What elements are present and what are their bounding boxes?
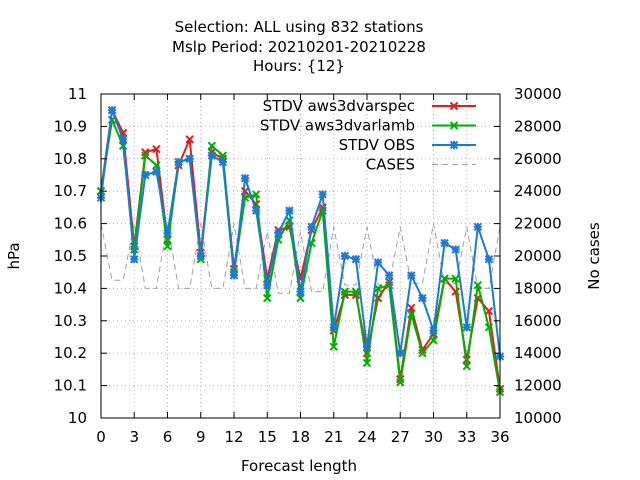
y2-axis-label: No cases (585, 222, 603, 290)
y2-tick-label: 24000 (514, 182, 562, 200)
data-point (252, 207, 260, 215)
legend-label: CASES (366, 156, 415, 174)
title-line-1: Selection: ALL using 832 stations (175, 18, 424, 36)
y-tick-label: 10.5 (54, 247, 87, 265)
y-tick-label: 10.7 (54, 182, 87, 200)
data-point (485, 255, 493, 263)
data-point (152, 168, 160, 176)
y-tick-label: 10 (68, 409, 87, 427)
data-point (186, 155, 194, 163)
x-tick-label: 30 (424, 428, 443, 446)
data-point (241, 174, 249, 182)
data-point (463, 323, 471, 331)
legend-label: STDV aws3dvarspec (263, 97, 415, 115)
y-tick-label: 10.8 (54, 150, 87, 168)
legend-label: STDV OBS (339, 136, 415, 154)
data-point (474, 223, 482, 231)
x-tick-label: 27 (391, 428, 410, 446)
x-tick-label: 9 (196, 428, 206, 446)
data-point (319, 190, 327, 198)
x-tick-label: 18 (291, 428, 310, 446)
x-tick-label: 12 (224, 428, 243, 446)
data-point (385, 271, 393, 279)
data-point (374, 258, 382, 266)
data-point (418, 294, 426, 302)
data-point (297, 288, 305, 296)
data-point (430, 327, 438, 335)
data-point (274, 229, 282, 237)
legend-marker (450, 141, 458, 149)
y2-tick-label: 22000 (514, 215, 562, 233)
data-point (330, 323, 338, 331)
data-point (197, 252, 205, 260)
y2-tick-label: 10000 (514, 409, 562, 427)
data-point (208, 152, 216, 160)
y-tick-label: 10.3 (54, 312, 87, 330)
data-point (352, 255, 360, 263)
data-point (130, 255, 138, 263)
data-point (219, 158, 227, 166)
y-tick-label: 10.1 (54, 377, 87, 395)
y2-tick-label: 28000 (514, 117, 562, 135)
data-point (407, 271, 415, 279)
data-point (285, 207, 293, 215)
data-point (108, 106, 116, 114)
y2-tick-label: 26000 (514, 150, 562, 168)
x-tick-label: 6 (163, 428, 173, 446)
y2-tick-label: 20000 (514, 247, 562, 265)
x-tick-label: 21 (324, 428, 343, 446)
data-point (175, 158, 183, 166)
y2-tick-label: 12000 (514, 377, 562, 395)
x-axis-label: Forecast length (241, 457, 357, 475)
data-point (308, 223, 316, 231)
data-point (452, 246, 460, 254)
y2-tick-label: 18000 (514, 279, 562, 297)
data-point (164, 229, 172, 237)
x-tick-label: 0 (96, 428, 106, 446)
y2-tick-label: 16000 (514, 312, 562, 330)
y2-tick-label: 14000 (514, 344, 562, 362)
data-point (230, 271, 238, 279)
title-line-3: Hours: {12} (253, 57, 345, 75)
x-tick-label: 15 (258, 428, 277, 446)
y-tick-label: 10.9 (54, 117, 87, 135)
y-axis-label: hPa (5, 242, 23, 269)
y-tick-label: 10.6 (54, 215, 87, 233)
data-point (119, 135, 127, 143)
y2-tick-label: 30000 (514, 85, 562, 103)
data-point (441, 239, 449, 247)
data-point (341, 252, 349, 260)
x-tick-label: 36 (490, 428, 509, 446)
title-line-2: Mslp Period: 20210201-20210228 (172, 38, 426, 56)
data-point (363, 343, 371, 351)
x-tick-label: 3 (129, 428, 139, 446)
data-point (396, 349, 404, 357)
y-tick-label: 10.2 (54, 344, 87, 362)
data-point (141, 171, 149, 179)
y-tick-label: 10.4 (54, 279, 87, 297)
x-tick-label: 24 (357, 428, 376, 446)
x-tick-label: 33 (457, 428, 476, 446)
legend-label: STDV aws3dvarlamb (260, 117, 415, 135)
data-point (263, 281, 271, 289)
y-tick-label: 11 (68, 85, 87, 103)
